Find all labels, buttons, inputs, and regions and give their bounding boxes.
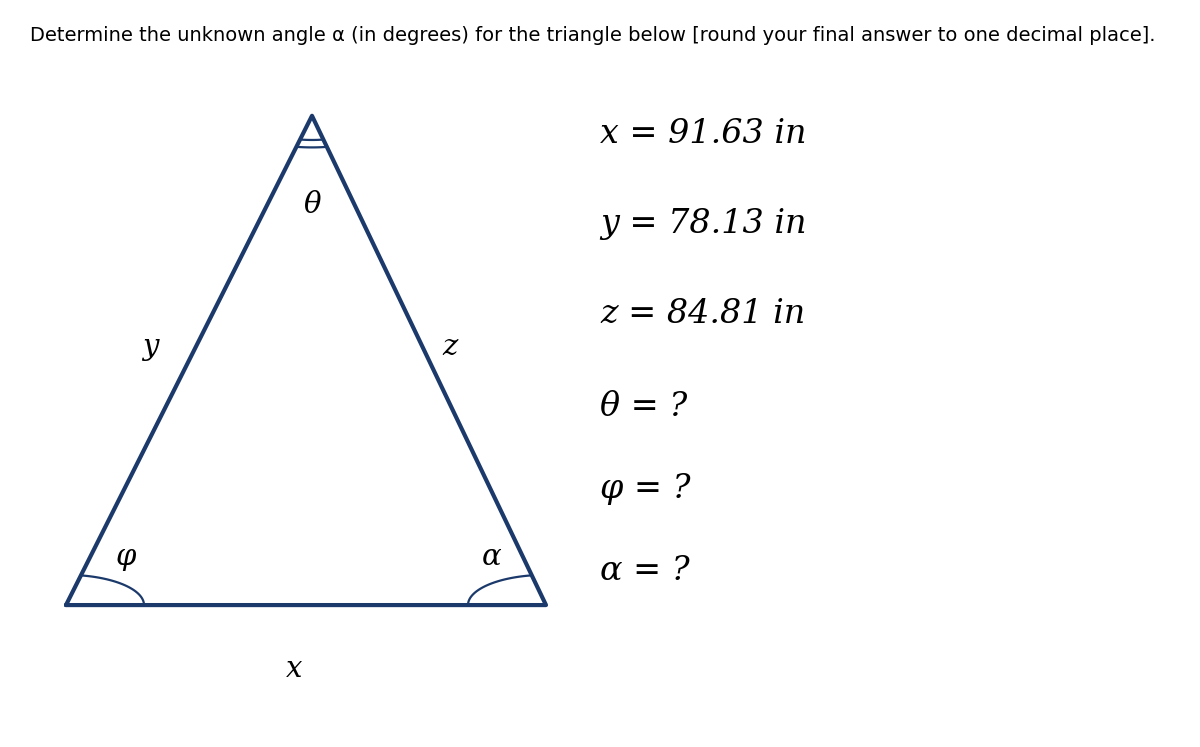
Text: x = 91.63 in: x = 91.63 in xyxy=(600,119,806,150)
Text: φ: φ xyxy=(116,542,136,571)
Text: θ = ?: θ = ? xyxy=(600,391,688,423)
Text: θ: θ xyxy=(304,191,320,220)
Text: φ = ?: φ = ? xyxy=(600,474,690,505)
Text: Determine the unknown angle α (in degrees) for the triangle below [round your fi: Determine the unknown angle α (in degree… xyxy=(30,26,1156,45)
Text: z: z xyxy=(443,333,457,362)
Text: α = ?: α = ? xyxy=(600,556,690,587)
Text: y: y xyxy=(142,333,158,362)
Text: y = 78.13 in: y = 78.13 in xyxy=(600,208,806,240)
Text: α: α xyxy=(482,542,502,571)
Text: z = 84.81 in: z = 84.81 in xyxy=(600,298,805,329)
Text: x: x xyxy=(286,654,302,683)
